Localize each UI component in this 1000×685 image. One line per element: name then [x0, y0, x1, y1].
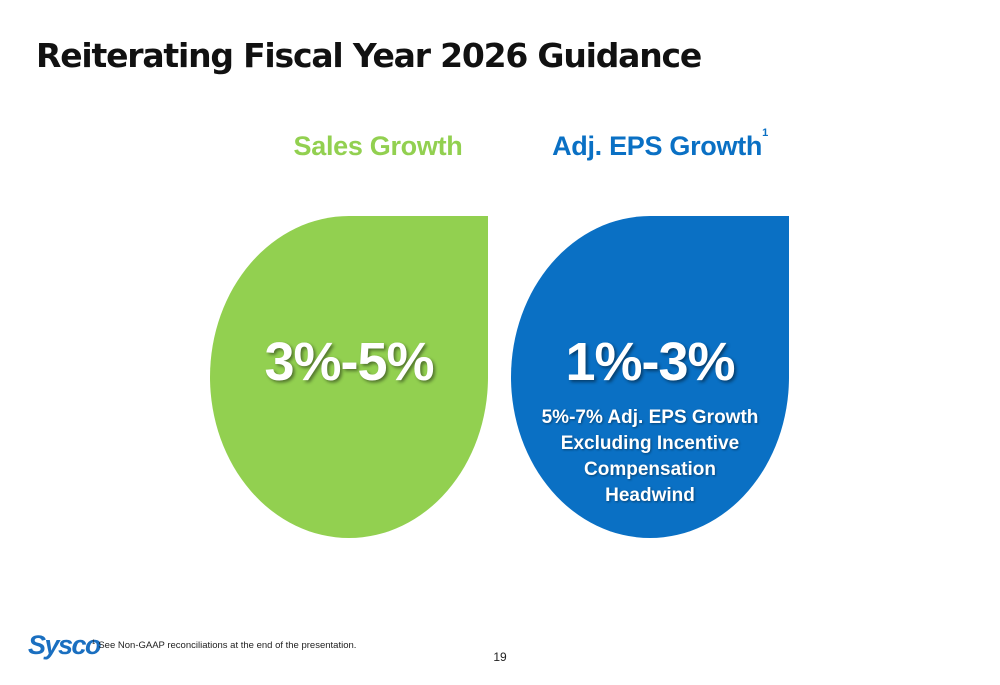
eps-growth-value: 1%-3% — [565, 332, 735, 392]
eps-footnote-marker: 1 — [762, 127, 768, 139]
footnote-text: See Non-GAAP reconciliations at the end … — [98, 640, 357, 651]
footnote: 1 See Non-GAAP reconciliations at the end… — [92, 640, 356, 651]
eps-subtext-line: Compensation — [584, 459, 716, 480]
sales-growth-value: 3%-5% — [264, 332, 434, 392]
eps-growth-heading-text: Adj. EPS Growth — [552, 131, 763, 161]
page-number: 19 — [493, 650, 507, 664]
eps-growth-drop: 1%-3% 5%-7% Adj. EPS Growth Excluding In… — [511, 216, 789, 538]
slide-title: Reiterating Fiscal Year 2026 Guidance — [36, 36, 702, 75]
sales-growth-heading: Sales Growth — [228, 131, 528, 162]
eps-growth-heading: Adj. EPS Growth1 — [510, 127, 810, 162]
eps-subtext-line: Excluding Incentive — [560, 433, 740, 454]
sales-growth-heading-text: Sales Growth — [293, 131, 463, 161]
sales-growth-drop: 3%-5% — [210, 216, 488, 538]
footnote-marker: 1 — [92, 640, 96, 646]
eps-subtext-line: 5%-7% Adj. EPS Growth — [541, 407, 759, 428]
sysco-logo: Sysco — [28, 630, 102, 660]
eps-subtext-line: Headwind — [605, 485, 695, 506]
eps-growth-subtext: 5%-7% Adj. EPS Growth Excluding Incentiv… — [511, 405, 789, 509]
